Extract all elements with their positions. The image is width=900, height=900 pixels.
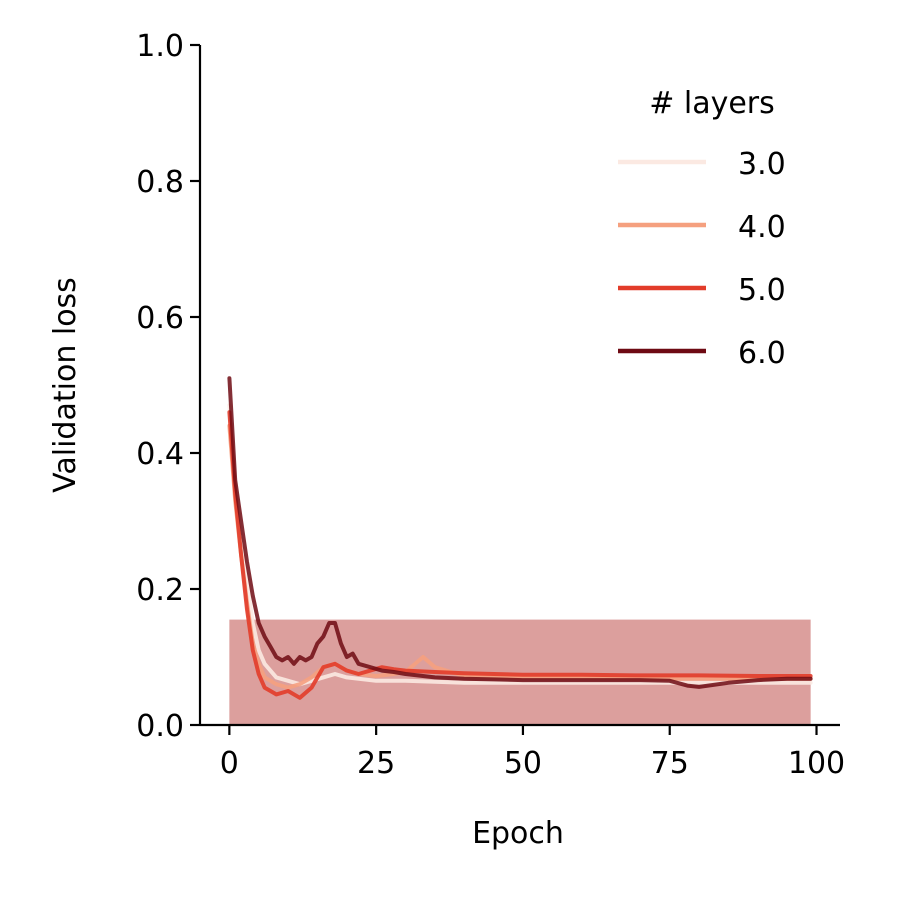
x-tick-label: 0 [220, 746, 239, 781]
axes-layer [198, 45, 840, 727]
y-tick-label: 1.0 [136, 29, 184, 64]
x-tick-label: 50 [504, 746, 542, 781]
y-tick-label: 0.6 [136, 301, 184, 336]
x-axis-label: Epoch [472, 816, 564, 851]
series-line-6-0 [227, 376, 813, 689]
legend-label-3-0: 3.0 [738, 147, 786, 182]
y-tick-label: 0.4 [136, 437, 184, 472]
legend-label-5-0: 5.0 [738, 273, 786, 308]
legend-title: # layers [649, 86, 775, 121]
ticks-layer: 0 25 50 75 100 0.0 0.2 0.4 0.6 0.8 1.0 [136, 29, 845, 781]
x-tick-label: 75 [651, 746, 689, 781]
legend-label-6-0: 6.0 [738, 336, 786, 371]
y-axis-label: Validation loss [48, 277, 83, 493]
y-tick-label: 0.8 [136, 165, 184, 200]
series-line-5-0 [227, 410, 813, 700]
x-tick-label: 25 [357, 746, 395, 781]
y-tick-label: 0.2 [136, 573, 184, 608]
legend-items: 3.0 4.0 5.0 6.0 [618, 147, 786, 371]
confidence-band-layer [229, 619, 811, 725]
confidence-band [229, 619, 811, 725]
x-tick-label: 100 [788, 746, 845, 781]
y-tick-label: 0.0 [136, 709, 184, 744]
legend-label-4-0: 4.0 [738, 210, 786, 245]
legend: # layers 3.0 4.0 5.0 6.0 [618, 86, 786, 371]
series-line-3-0 [227, 403, 813, 687]
series-layer [227, 376, 813, 700]
